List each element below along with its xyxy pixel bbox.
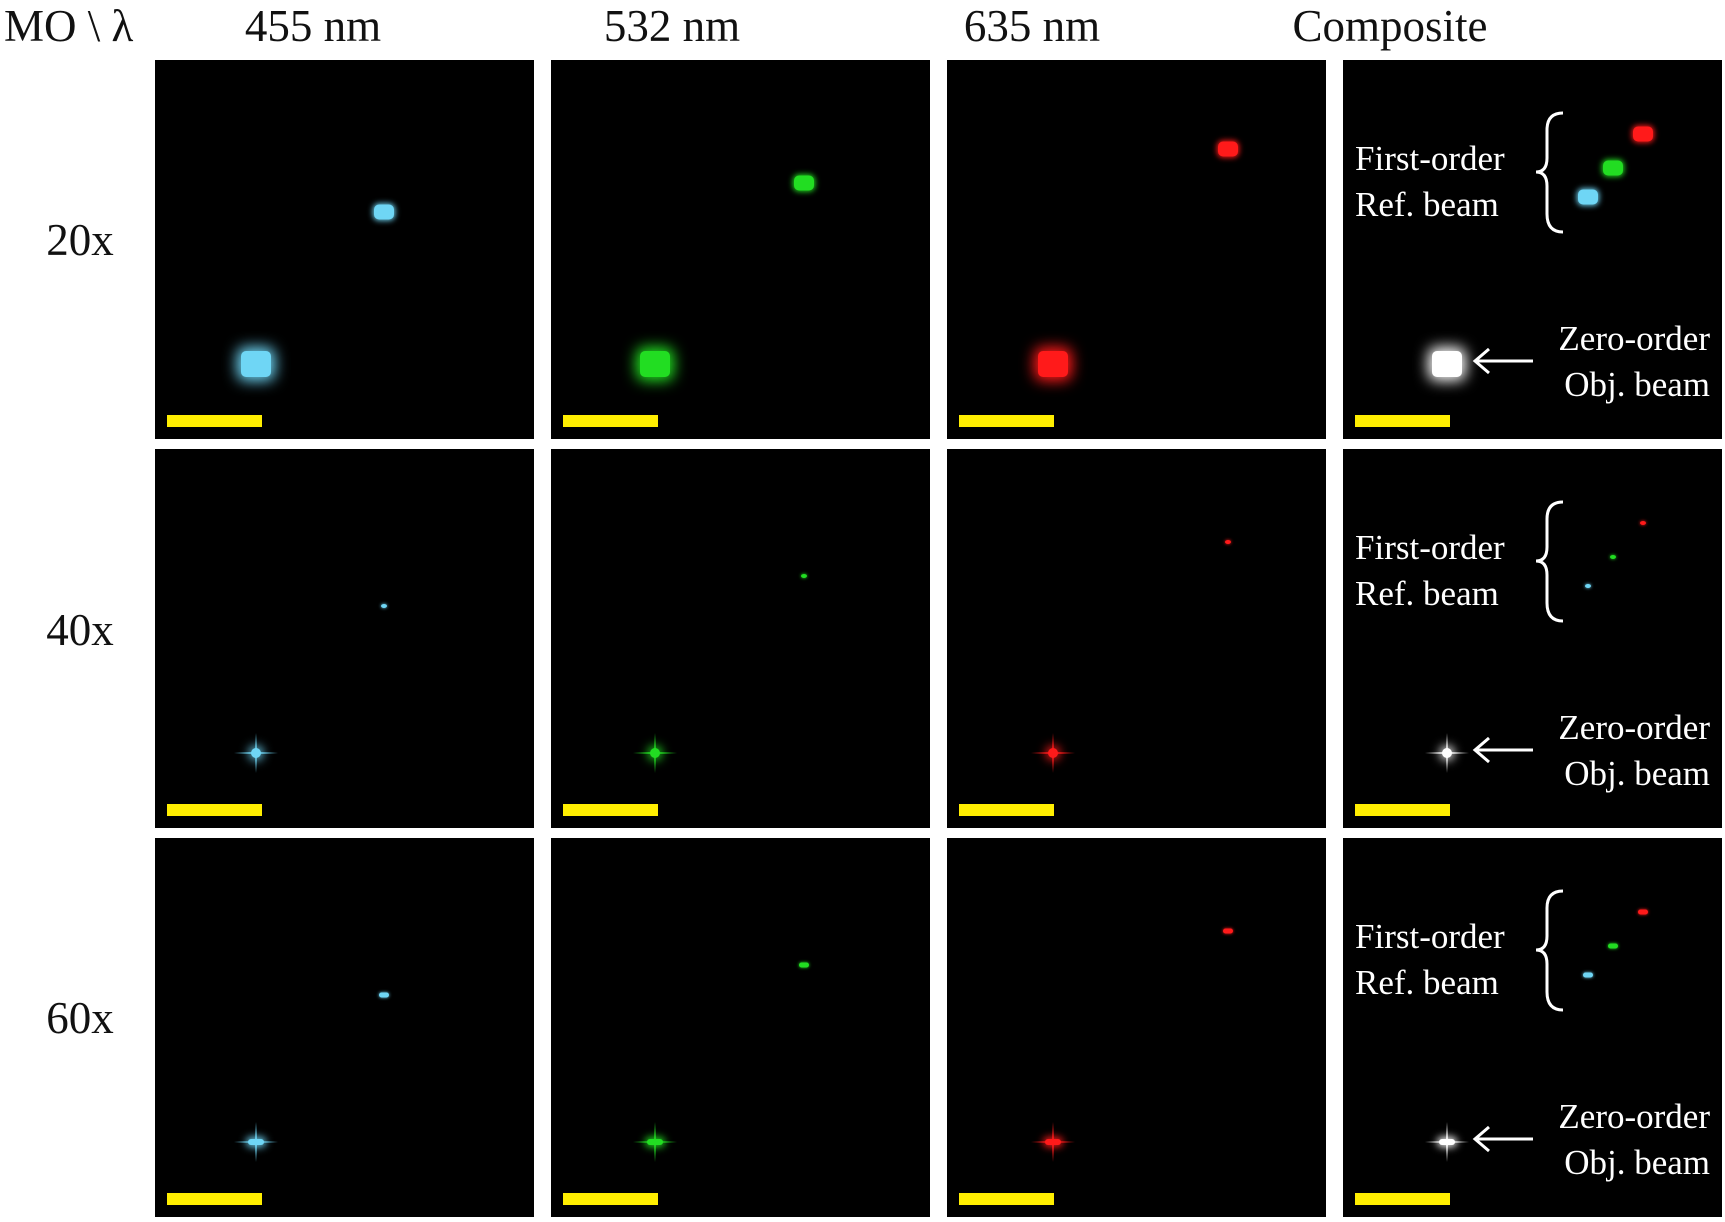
first-order-annotation-r2: First-order Ref. beam [1355,914,1505,1006]
zero-order-spot-r1-c1-flare-vertical [654,733,656,773]
row-label-20x: 20x [46,215,114,265]
left-arrow-icon [1472,347,1533,375]
left-arrow-icon [1472,736,1533,764]
first-order-spot-r1-c0 [381,604,387,608]
composite-first-order-spot-0-r0 [1578,189,1598,205]
image-panel-r0-c1 [551,60,930,439]
scale-bar-r1-c0 [167,804,262,816]
composite-first-order-spot-1-r0 [1603,160,1623,176]
scale-bar-r2-c1 [563,1193,658,1205]
scale-bar-r0-c0 [167,415,262,427]
zero-order-spot-r0-c1 [640,351,670,377]
scale-bar-r0-c1 [563,415,658,427]
row-label-40x: 40x [46,605,114,655]
first-order-label: First-order [1355,139,1505,178]
image-panel-r0-c3: First-order Ref. beam Zero-order Obj. beam [1343,60,1722,439]
first-order-label: First-order [1355,528,1505,567]
composite-zero-order-spot-r2-flare-vertical [1446,1122,1448,1162]
scale-bar-r2-c0 [167,1193,262,1205]
zero-order-spot-r0-c2 [1038,351,1068,377]
zero-order-label: Zero-order [1558,708,1710,747]
composite-zero-order-spot-r0 [1432,351,1462,377]
ref-beam-label: Ref. beam [1355,185,1499,224]
image-panel-r0-c2 [947,60,1326,439]
curly-brace-icon [1535,500,1564,623]
left-arrow-icon [1472,1125,1533,1153]
first-order-spot-r2-c0 [379,992,389,998]
image-panel-r1-c1 [551,449,930,828]
zero-order-spot-r2-c2-flare-vertical [1052,1122,1054,1162]
zero-order-spot-r2-c1-flare-vertical [654,1122,656,1162]
column-header-532nm: 532 nm [603,1,741,51]
scale-bar-r2-c2 [959,1193,1054,1205]
first-order-spot-r1-c1 [801,574,807,578]
composite-first-order-spot-0-r1 [1585,584,1591,588]
row-label-60x: 60x [46,993,114,1043]
obj-beam-label: Obj. beam [1564,1143,1710,1182]
zero-order-label: Zero-order [1558,1097,1710,1136]
scale-bar-r2-c3 [1355,1193,1450,1205]
image-panel-r1-c2 [947,449,1326,828]
corner-label: MO \ λ [4,1,134,51]
zero-order-spot-r1-c0-flare-vertical [255,733,257,773]
first-order-label: First-order [1355,917,1505,956]
scale-bar-r1-c1 [563,804,658,816]
image-panel-r1-c3: First-order Ref. beam Zero-order Obj. beam [1343,449,1722,828]
column-header-composite: Composite [1292,1,1488,51]
zero-order-annotation-r1: Zero-order Obj. beam [1558,705,1710,797]
image-panel-r0-c0 [155,60,534,439]
scale-bar-r1-c3 [1355,804,1450,816]
image-panel-r2-c1 [551,838,930,1217]
curly-brace-icon [1535,111,1564,234]
zero-order-spot-r0-c0 [241,351,271,377]
composite-first-order-spot-2-r0 [1633,126,1653,142]
ref-beam-label: Ref. beam [1355,963,1499,1002]
image-panel-r2-c2 [947,838,1326,1217]
obj-beam-label: Obj. beam [1564,365,1710,404]
composite-first-order-spot-2-r1 [1640,521,1646,525]
image-panel-r2-c3: First-order Ref. beam Zero-order Obj. beam [1343,838,1722,1217]
composite-first-order-spot-1-r1 [1610,555,1616,559]
scale-bar-r0-c2 [959,415,1054,427]
first-order-spot-r1-c2 [1225,540,1231,544]
composite-zero-order-spot-r1-flare-vertical [1446,733,1448,773]
zero-order-annotation-r0: Zero-order Obj. beam [1558,316,1710,408]
image-panel-r2-c0 [155,838,534,1217]
column-header-455nm: 455 nm [244,1,382,51]
ref-beam-label: Ref. beam [1355,574,1499,613]
composite-first-order-spot-0-r2 [1583,972,1593,978]
scale-bar-r1-c2 [959,804,1054,816]
first-order-annotation-r1: First-order Ref. beam [1355,525,1505,617]
obj-beam-label: Obj. beam [1564,754,1710,793]
column-header-635nm: 635 nm [963,1,1101,51]
composite-first-order-spot-1-r2 [1608,943,1618,949]
zero-order-spot-r1-c2-flare-vertical [1052,733,1054,773]
first-order-spot-r2-c1 [799,962,809,968]
zero-order-annotation-r2: Zero-order Obj. beam [1558,1094,1710,1186]
first-order-annotation-r0: First-order Ref. beam [1355,136,1505,228]
scale-bar-r0-c3 [1355,415,1450,427]
composite-first-order-spot-2-r2 [1638,909,1648,915]
first-order-spot-r0-c0 [374,204,394,220]
first-order-spot-r0-c1 [794,175,814,191]
zero-order-label: Zero-order [1558,319,1710,358]
first-order-spot-r0-c2 [1218,141,1238,157]
curly-brace-icon [1535,889,1564,1012]
zero-order-spot-r2-c0-flare-vertical [255,1122,257,1162]
first-order-spot-r2-c2 [1223,928,1233,934]
image-panel-r1-c0 [155,449,534,828]
